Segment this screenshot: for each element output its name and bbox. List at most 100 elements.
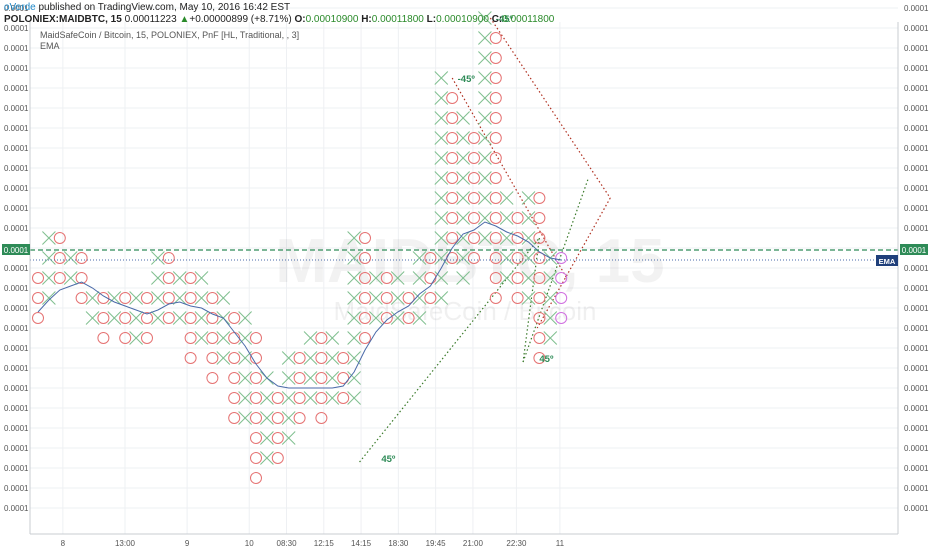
x-mark xyxy=(129,311,143,325)
x-stroke xyxy=(347,371,361,385)
o-mark xyxy=(511,272,524,284)
x-stroke xyxy=(412,291,427,305)
x-mark xyxy=(281,371,296,385)
x-mark xyxy=(521,191,536,205)
x-stroke xyxy=(412,271,427,285)
x-mark xyxy=(478,111,492,125)
trendline xyxy=(536,197,611,329)
x-mark xyxy=(325,351,340,365)
level-tag-left: 0.0001 xyxy=(2,244,30,255)
x-stroke xyxy=(434,271,449,285)
x-stroke xyxy=(390,271,405,285)
x-tick-label: 13:00 xyxy=(115,539,136,548)
o-mark xyxy=(228,372,241,384)
x-stroke xyxy=(129,331,143,345)
x-stroke xyxy=(434,231,449,245)
x-stroke xyxy=(347,391,361,405)
o-mark xyxy=(315,332,328,344)
y-tick-label-right: 0.0001 xyxy=(904,104,929,113)
y-tick-label-left: 0.0001 xyxy=(4,124,29,133)
o-mark xyxy=(184,272,197,284)
x-tick-label: 22:30 xyxy=(506,539,527,548)
x-stroke xyxy=(369,271,383,285)
o-mark xyxy=(468,252,480,264)
o-mark xyxy=(75,252,88,264)
open-label: O: xyxy=(294,14,306,25)
o-mark xyxy=(228,332,241,344)
x-stroke xyxy=(194,311,209,325)
x-stroke xyxy=(499,191,514,205)
ema-tag: EMA xyxy=(876,255,898,266)
x-stroke xyxy=(303,351,318,365)
x-mark xyxy=(521,211,536,225)
o-mark xyxy=(555,252,568,264)
x-mark xyxy=(412,251,427,265)
o-mark xyxy=(293,392,306,404)
x-mark xyxy=(216,351,231,365)
x-mark xyxy=(281,411,296,425)
o-mark xyxy=(228,312,241,324)
o-mark xyxy=(446,152,459,164)
o-mark xyxy=(533,272,546,284)
x-stroke xyxy=(347,331,361,345)
o-mark xyxy=(32,312,44,324)
x-stroke xyxy=(42,271,56,285)
y-tick-label-right: 0.0001 xyxy=(904,484,929,493)
x-mark xyxy=(303,331,318,345)
x-stroke xyxy=(434,191,449,205)
o-mark xyxy=(489,132,502,144)
o-mark xyxy=(184,352,197,364)
angle-annotation: 45º xyxy=(539,354,554,365)
x-mark xyxy=(107,291,122,305)
o-mark xyxy=(228,352,241,364)
x-mark xyxy=(456,111,470,125)
o-mark xyxy=(119,332,132,344)
o-mark xyxy=(468,172,480,184)
x-tick-label: 11 xyxy=(556,539,565,548)
y-tick-label-right: 0.0001 xyxy=(904,344,929,353)
y-tick-label-right: 0.0001 xyxy=(904,164,929,173)
o-mark xyxy=(97,332,110,344)
trendlines[interactable] xyxy=(359,17,611,463)
x-mark xyxy=(434,131,449,145)
o-mark xyxy=(315,352,328,364)
o-mark xyxy=(489,212,502,224)
x-mark xyxy=(456,251,470,265)
x-stroke xyxy=(151,291,165,305)
o-mark xyxy=(184,332,197,344)
x-stroke xyxy=(543,311,558,325)
o-mark xyxy=(250,392,262,404)
o-mark xyxy=(446,172,459,184)
price-tags: 0.0001 0.0001 EMA xyxy=(2,244,928,266)
x-stroke xyxy=(281,431,296,445)
x-stroke xyxy=(194,271,209,285)
x-stroke xyxy=(478,171,492,185)
o-mark xyxy=(228,392,241,404)
x-mark xyxy=(238,311,252,325)
y-tick-label-right: 0.0001 xyxy=(904,364,929,373)
x-stroke xyxy=(390,311,405,325)
x-mark xyxy=(303,351,318,365)
o-mark xyxy=(489,112,502,124)
ema-legend[interactable]: EMA xyxy=(40,41,60,51)
x-mark xyxy=(129,331,143,345)
author-link[interactable]: oVerde xyxy=(4,2,36,13)
x-mark xyxy=(238,331,252,345)
x-mark xyxy=(456,231,470,245)
x-stroke xyxy=(434,251,449,265)
x-mark xyxy=(412,311,427,325)
x-mark xyxy=(390,271,405,285)
o-mark xyxy=(162,272,175,284)
symbol-label[interactable]: POLONIEX:MAIDBTC, 15 xyxy=(4,14,122,25)
x-mark xyxy=(194,311,209,325)
x-stroke xyxy=(325,331,340,345)
y-tick-label-left: 0.0001 xyxy=(4,444,29,453)
x-stroke xyxy=(456,211,470,225)
x-mark xyxy=(325,391,340,405)
o-mark xyxy=(446,92,459,104)
grid xyxy=(30,7,898,534)
x-mark xyxy=(151,271,165,285)
x-mark xyxy=(390,291,405,305)
